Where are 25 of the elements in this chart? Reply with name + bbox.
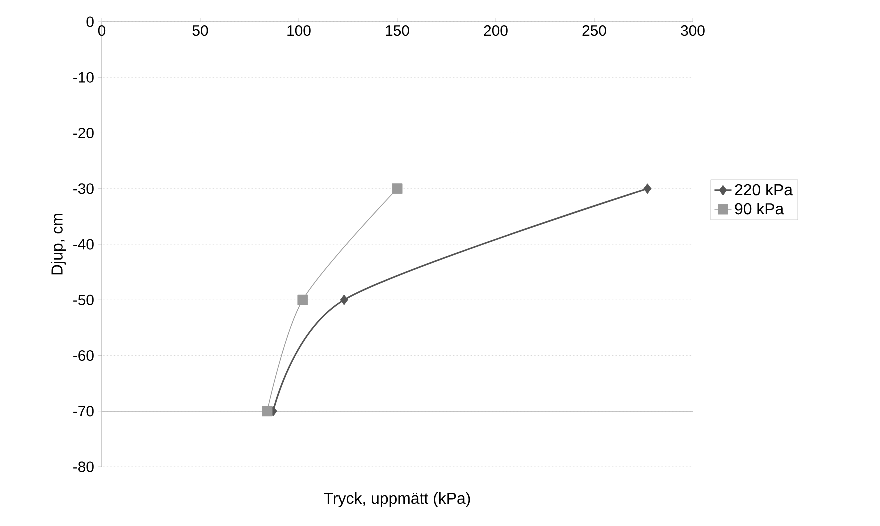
x-tick-label: 300 bbox=[681, 26, 705, 36]
y-tick-label: -80 bbox=[74, 462, 94, 472]
x-axis-title: Tryck, uppmätt (kPa) bbox=[324, 492, 470, 508]
y-tick-label: 0 bbox=[86, 16, 94, 28]
y-axis-title: Djup, cm bbox=[51, 214, 66, 275]
x-tick-label: 200 bbox=[484, 26, 508, 36]
y-tick-label: -30 bbox=[74, 184, 94, 194]
point bbox=[644, 184, 652, 194]
point bbox=[298, 294, 308, 306]
y-tick-label: -50 bbox=[74, 294, 94, 306]
x-tick-label: 50 bbox=[192, 26, 208, 36]
x-tick-label: 0 bbox=[98, 26, 106, 36]
legend-label: 90 kPa bbox=[735, 202, 784, 215]
legend-label: 220 kPa bbox=[735, 184, 793, 196]
point bbox=[392, 184, 403, 194]
y-tick-label: -70 bbox=[74, 406, 94, 417]
x-tick-label: 250 bbox=[582, 26, 606, 36]
x-tick-label: 150 bbox=[386, 26, 410, 36]
y-tick-label: -40 bbox=[74, 239, 94, 250]
y-tick-label: -60 bbox=[74, 350, 94, 362]
x-tick-label: 100 bbox=[288, 26, 311, 36]
y-tick-label: -10 bbox=[74, 72, 94, 83]
point bbox=[262, 406, 273, 417]
point bbox=[340, 294, 348, 306]
y-tick-label: -20 bbox=[74, 128, 94, 139]
